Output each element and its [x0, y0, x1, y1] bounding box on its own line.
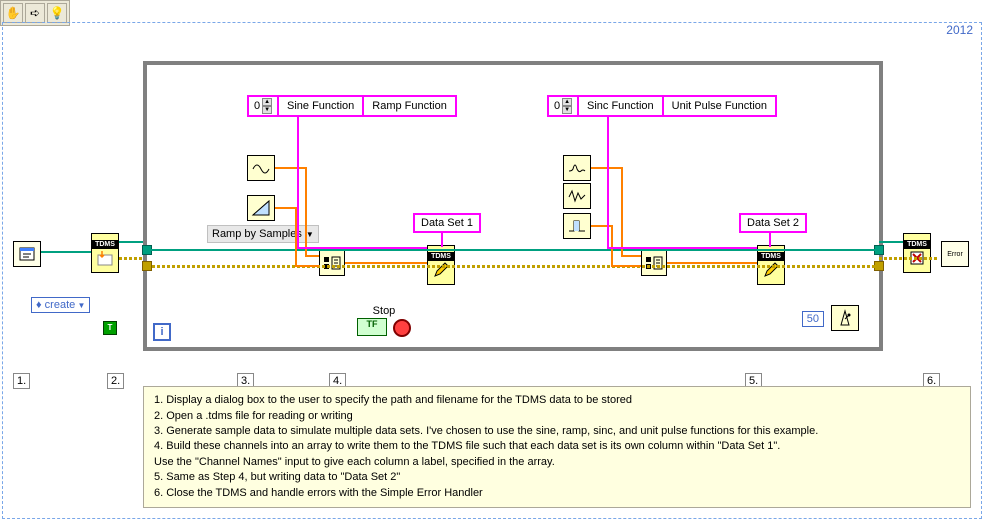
sine-icon	[251, 159, 271, 177]
iteration-terminal: i	[153, 323, 171, 341]
array1-item-0[interactable]: Sine Function	[279, 97, 364, 115]
desc-line-5: 5. Same as Step 4, but writing data to "…	[154, 470, 960, 485]
chnames1-wire-h	[297, 247, 427, 249]
sine-wire-h	[275, 167, 305, 169]
array1-index-value: 0	[254, 100, 260, 112]
file-dialog-node[interactable]	[13, 241, 41, 267]
tdms-label-1: TDMS	[428, 252, 454, 261]
while-loop: 0▲▼ Sine Function Ramp Function 0▲▼ Sinc…	[143, 61, 883, 351]
pulse-wire-h2	[611, 265, 641, 267]
desc-line-2: 2. Open a .tdms file for reading or writ…	[154, 409, 960, 424]
dataset1-constant[interactable]: Data Set 1	[413, 213, 481, 233]
tdms-open-node[interactable]: TDMS	[91, 233, 119, 273]
bool-true-constant: T	[103, 321, 117, 335]
path-wire	[41, 251, 91, 253]
arrow-tool-button[interactable]: ➪	[25, 3, 45, 23]
ramp-function-node[interactable]	[247, 195, 275, 221]
build-array-icon-2	[644, 254, 664, 272]
stop-control: Stop TF	[357, 305, 411, 337]
build-array-2[interactable]	[641, 250, 667, 276]
array1-down[interactable]: ▼	[262, 106, 272, 114]
channel-names-array-1[interactable]: 0▲▼ Sine Function Ramp Function	[247, 95, 457, 117]
refnum-wire-in	[119, 241, 145, 243]
array2-index-value: 0	[554, 100, 560, 112]
array2-up[interactable]: ▲	[562, 98, 572, 106]
wait-ms-node[interactable]	[831, 305, 859, 331]
ramp-mode-selector[interactable]: Ramp by Samples	[207, 225, 319, 243]
stop-button[interactable]: TF	[357, 318, 387, 336]
chnames2-wire-v	[607, 117, 609, 247]
create-mode-constant[interactable]: ♦ create	[31, 297, 90, 313]
array2-index[interactable]: 0▲▼	[549, 97, 579, 115]
desc-line-1: 1. Display a dialog box to the user to s…	[154, 393, 960, 408]
array1-to-tdms	[345, 262, 427, 264]
error-wire-out	[879, 257, 939, 260]
chnames1-wire-v	[297, 117, 299, 247]
tdms-label-close: TDMS	[904, 240, 930, 249]
array2-item-1[interactable]: Unit Pulse Function	[664, 97, 775, 115]
ramp-icon	[251, 199, 271, 217]
pulse-wire-v	[611, 225, 613, 265]
dataset2-constant[interactable]: Data Set 2	[739, 213, 807, 233]
sine-wire-v	[305, 167, 307, 255]
tdms-close-node[interactable]: TDMS	[903, 233, 931, 273]
ds2-wire	[769, 231, 771, 247]
array1-item-1[interactable]: Ramp Function	[364, 97, 455, 115]
sinc-display-node[interactable]	[563, 183, 591, 209]
tdms-label: TDMS	[92, 240, 118, 249]
step-1: 1.	[13, 373, 30, 389]
error-handler-node[interactable]: Error	[941, 241, 969, 267]
sequence-frame: 2012 TDMS ♦ create T 0▲▼ Sine Function R…	[2, 22, 982, 519]
pencil-icon-2	[762, 261, 780, 279]
chnames2-wire-h	[607, 247, 757, 249]
ramp-wire-h	[275, 207, 295, 209]
sine-wire-h2	[305, 255, 319, 257]
ds1-wire	[441, 231, 443, 247]
sine-function-node[interactable]	[247, 155, 275, 181]
description-box: 1. Display a dialog box to the user to s…	[143, 386, 971, 508]
stop-label: Stop	[357, 305, 411, 317]
pulse-function-node[interactable]	[563, 213, 591, 239]
array2-to-tdms	[667, 262, 757, 264]
array1-index[interactable]: 0▲▼	[249, 97, 279, 115]
tdms-label-2: TDMS	[758, 252, 784, 261]
hand-tool-button[interactable]: ✋	[3, 3, 23, 23]
refnum-wire-loop	[147, 249, 879, 251]
ramp-wire-h2	[295, 265, 319, 267]
step-2: 2.	[107, 373, 124, 389]
waveform-icon	[567, 187, 587, 205]
desc-line-3: 3. Generate sample data to simulate mult…	[154, 424, 960, 439]
tdms-open-icon	[96, 249, 114, 267]
channel-names-array-2[interactable]: 0▲▼ Sinc Function Unit Pulse Function	[547, 95, 777, 117]
error-label: Error	[947, 251, 963, 258]
pulse-icon	[567, 217, 587, 235]
error-wire-in	[119, 257, 145, 260]
sinc-wire-h2	[621, 255, 641, 257]
build-array-1[interactable]	[319, 250, 345, 276]
desc-line-6: 6. Close the TDMS and handle errors with…	[154, 486, 960, 501]
sinc-wire-v	[621, 167, 623, 255]
array2-down[interactable]: ▼	[562, 106, 572, 114]
metronome-icon	[835, 309, 855, 327]
error-wire-loop	[147, 265, 879, 268]
wait-ms-constant[interactable]: 50	[802, 311, 824, 327]
desc-line-4b: Use the "Channel Names" input to give ea…	[154, 455, 960, 470]
create-mode-text: create	[45, 299, 76, 311]
build-array-icon	[322, 254, 342, 272]
array1-up[interactable]: ▲	[262, 98, 272, 106]
pencil-icon	[432, 261, 450, 279]
file-dialog-icon	[17, 245, 37, 263]
sinc-wire-h	[591, 167, 621, 169]
highlight-tool-button[interactable]: 💡	[47, 3, 67, 23]
loop-stop-terminal	[393, 319, 411, 337]
desc-line-4: 4. Build these channels into an array to…	[154, 439, 960, 454]
sinc-function-node[interactable]	[563, 155, 591, 181]
array2-item-0[interactable]: Sinc Function	[579, 97, 664, 115]
sinc-icon	[567, 159, 587, 177]
refnum-wire-out	[879, 241, 903, 243]
frame-label: 2012	[946, 23, 973, 37]
